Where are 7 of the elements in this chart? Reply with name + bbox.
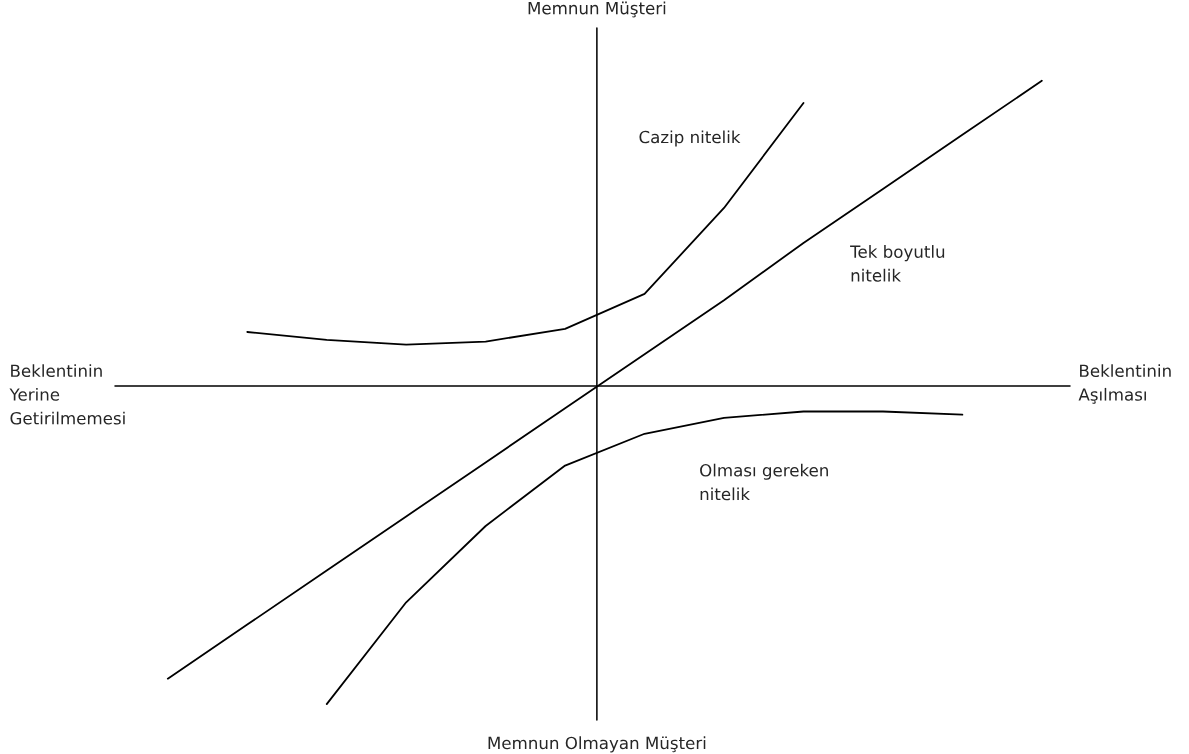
text: Beklentinin Aşılması bbox=[1078, 364, 1171, 404]
series-label: Tek boyutlu nitelik bbox=[850, 245, 945, 282]
text: Memnun Olmayan Müşteri bbox=[488, 736, 706, 753]
text: Olması gereken nitelik bbox=[700, 463, 828, 501]
annotation: Beklentinin Yerine Getirilmemesi bbox=[9, 364, 125, 425]
series-label: Cazip nitelik bbox=[639, 130, 741, 147]
text: Memnun Müşteri bbox=[528, 1, 666, 18]
